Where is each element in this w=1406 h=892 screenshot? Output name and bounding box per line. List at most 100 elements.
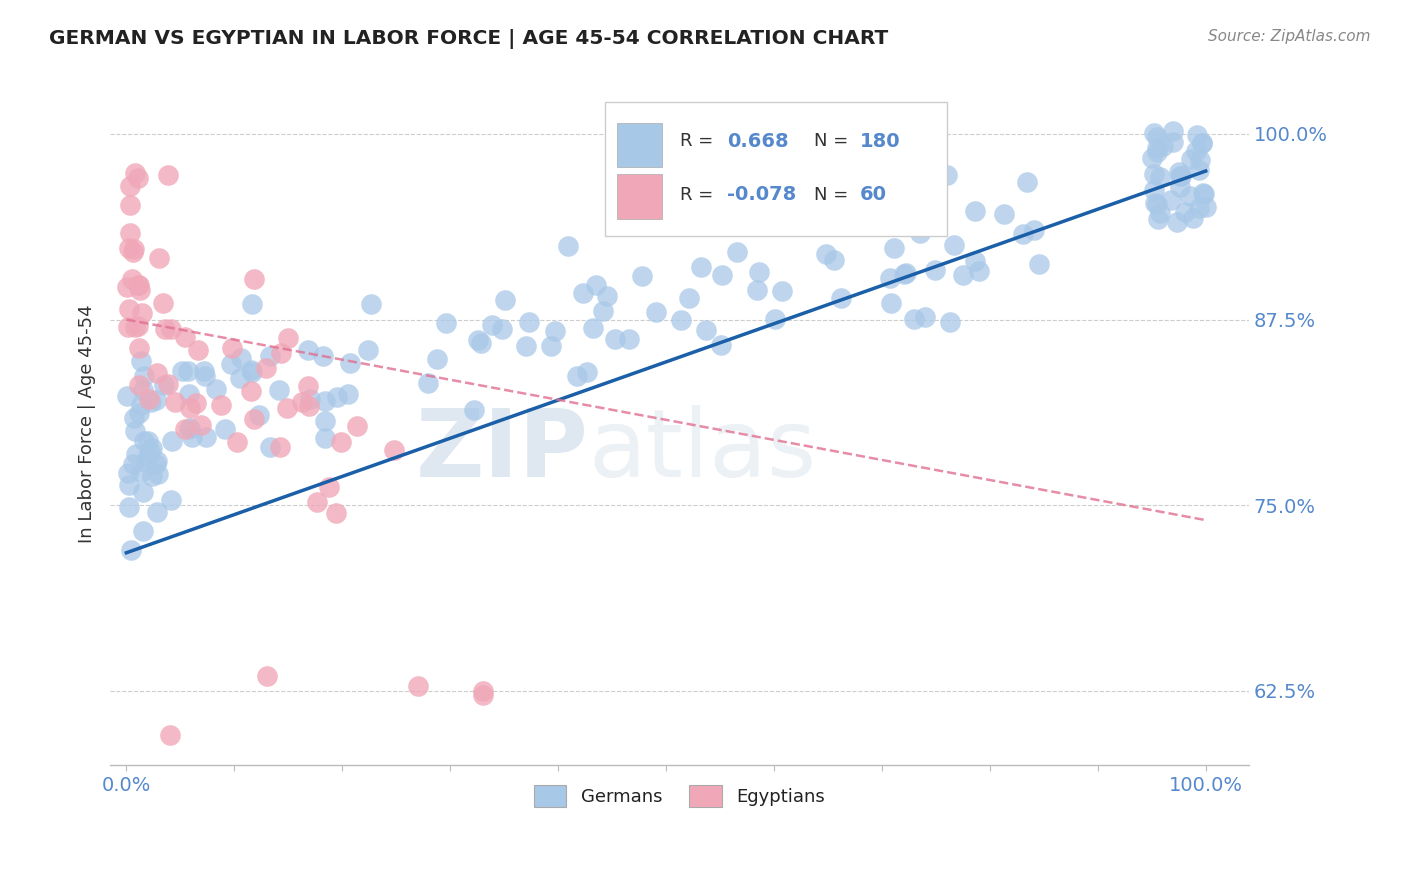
Point <box>129 466 152 480</box>
Point <box>1170 169 1192 183</box>
Point <box>585 277 607 292</box>
Point <box>1168 165 1191 179</box>
Point <box>170 364 193 378</box>
Point <box>725 245 748 260</box>
Point <box>1022 223 1045 237</box>
Point <box>128 283 150 297</box>
Point <box>187 343 209 357</box>
Point <box>297 378 319 392</box>
Text: 180: 180 <box>859 132 900 151</box>
Point <box>993 207 1015 221</box>
Point <box>494 293 516 307</box>
Point <box>1191 136 1213 150</box>
Point <box>118 500 141 515</box>
Point <box>1015 175 1038 189</box>
Point <box>124 320 146 334</box>
Point <box>128 277 150 292</box>
Point <box>179 401 201 415</box>
Point <box>128 341 150 355</box>
FancyBboxPatch shape <box>606 103 948 235</box>
Point <box>267 383 290 397</box>
Point <box>1146 129 1168 144</box>
Point <box>298 399 321 413</box>
Point <box>689 260 711 275</box>
Point <box>131 398 153 412</box>
Point <box>965 253 987 268</box>
Point <box>214 422 236 436</box>
Point <box>124 424 146 438</box>
Point <box>823 253 845 268</box>
Point <box>141 441 163 455</box>
Point <box>139 443 162 458</box>
Point <box>1160 193 1182 207</box>
Point <box>330 435 353 450</box>
Point <box>205 382 228 396</box>
Point <box>967 263 990 277</box>
Point <box>131 383 153 397</box>
Point <box>160 493 183 508</box>
Point <box>312 349 335 363</box>
Point <box>160 322 183 336</box>
Point <box>129 354 152 368</box>
Point <box>259 350 281 364</box>
Point <box>914 310 936 324</box>
Point <box>1180 152 1202 166</box>
Text: N =: N = <box>814 186 848 203</box>
Point <box>145 457 167 471</box>
Point <box>297 343 319 358</box>
Point <box>695 323 717 337</box>
Point <box>325 506 347 520</box>
Point <box>128 406 150 420</box>
Point <box>225 434 247 449</box>
Point <box>132 368 155 383</box>
Point <box>1149 169 1171 184</box>
Point <box>299 392 322 406</box>
Point <box>339 356 361 370</box>
Point <box>131 306 153 320</box>
Point <box>1192 186 1215 200</box>
Point <box>406 680 429 694</box>
Point <box>883 241 905 255</box>
Point <box>177 422 200 436</box>
Point <box>148 251 170 265</box>
Point <box>1188 163 1211 178</box>
Point <box>605 332 627 346</box>
Point <box>128 378 150 392</box>
Point <box>517 315 540 329</box>
Point <box>1012 227 1035 241</box>
Point <box>467 333 489 347</box>
Point <box>177 387 200 401</box>
Point <box>360 297 382 311</box>
Point <box>1149 206 1171 220</box>
Point <box>1192 187 1215 202</box>
Point <box>120 179 142 194</box>
Point <box>240 384 263 398</box>
Point <box>124 242 146 256</box>
Point <box>135 455 157 469</box>
Point <box>254 360 277 375</box>
Point <box>240 365 263 379</box>
Point <box>145 505 167 519</box>
Point <box>118 301 141 316</box>
Point <box>242 297 264 311</box>
Point <box>174 330 197 344</box>
Point <box>815 247 838 261</box>
Point <box>118 477 141 491</box>
Point <box>163 394 186 409</box>
Point <box>1188 153 1211 167</box>
Point <box>748 265 770 279</box>
Point <box>357 343 380 358</box>
Point <box>314 414 336 428</box>
Point <box>314 431 336 445</box>
Point <box>184 396 207 410</box>
Point <box>1185 128 1208 142</box>
Point <box>259 440 281 454</box>
Point <box>592 304 614 318</box>
Point <box>318 480 340 494</box>
Point <box>644 305 666 319</box>
Point <box>269 441 291 455</box>
Point <box>924 263 946 277</box>
Text: N =: N = <box>814 132 848 151</box>
Point <box>596 289 619 303</box>
Point <box>124 166 146 180</box>
